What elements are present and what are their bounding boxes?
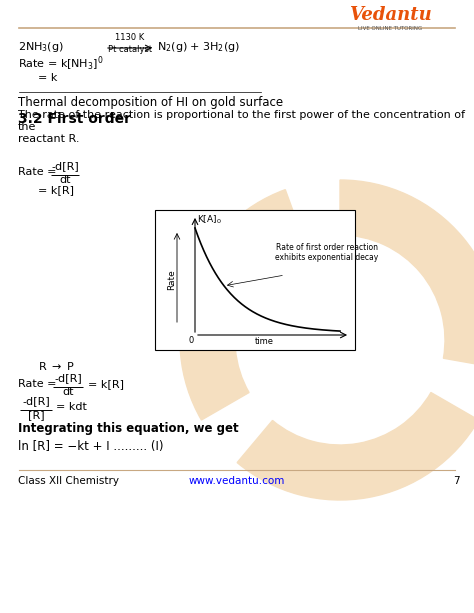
Text: -d[R]: -d[R] — [22, 396, 50, 406]
Text: Rate = k[NH$_3$]$^0$: Rate = k[NH$_3$]$^0$ — [18, 55, 103, 74]
Text: time: time — [255, 337, 274, 346]
Text: R $\rightarrow$ P: R $\rightarrow$ P — [38, 360, 75, 372]
Text: K[A]$_0$: K[A]$_0$ — [197, 213, 222, 226]
Text: = kdt: = kdt — [56, 402, 87, 412]
Text: 3.2 First order: 3.2 First order — [18, 112, 131, 126]
Text: Vedantu: Vedantu — [348, 6, 431, 24]
Text: 1130 K: 1130 K — [115, 33, 145, 42]
Text: Pt catalyst: Pt catalyst — [108, 45, 152, 54]
Text: dt: dt — [62, 387, 74, 397]
Text: Rate =: Rate = — [18, 379, 56, 389]
Wedge shape — [237, 392, 474, 500]
Text: dt: dt — [59, 175, 71, 185]
Text: = k[R]: = k[R] — [88, 379, 124, 389]
Text: 7: 7 — [453, 476, 459, 486]
Text: www.vedantu.com: www.vedantu.com — [189, 476, 285, 486]
Text: N$_2$(g) + 3H$_2$(g): N$_2$(g) + 3H$_2$(g) — [157, 40, 240, 54]
Text: Rate of first order reaction
exhibits exponential decay: Rate of first order reaction exhibits ex… — [275, 243, 378, 262]
Text: Integrating this equation, we get: Integrating this equation, we get — [18, 422, 238, 435]
Text: Class XII Chemistry: Class XII Chemistry — [18, 476, 119, 486]
Text: = k: = k — [38, 73, 57, 83]
Text: 2NH$_3$(g): 2NH$_3$(g) — [18, 40, 64, 54]
Text: = k[R]: = k[R] — [38, 185, 74, 195]
Text: ln [R] = −kt + I ......... (I): ln [R] = −kt + I ......... (I) — [18, 440, 164, 453]
Wedge shape — [180, 189, 304, 420]
Text: Rate: Rate — [167, 270, 176, 291]
Text: The rate of the reaction is proportional to the first power of the concentration: The rate of the reaction is proportional… — [18, 110, 465, 143]
Text: [R]: [R] — [27, 410, 44, 420]
Wedge shape — [340, 180, 474, 368]
Text: Thermal decomposition of HI on gold surface: Thermal decomposition of HI on gold surf… — [18, 96, 283, 109]
Text: 0: 0 — [189, 336, 194, 345]
Text: Rate =: Rate = — [18, 167, 56, 177]
Text: LIVE ONLINE TUTORING: LIVE ONLINE TUTORING — [358, 26, 422, 31]
Text: -d[R]: -d[R] — [51, 161, 79, 171]
Text: -d[R]: -d[R] — [54, 373, 82, 383]
Bar — [155, 210, 355, 350]
